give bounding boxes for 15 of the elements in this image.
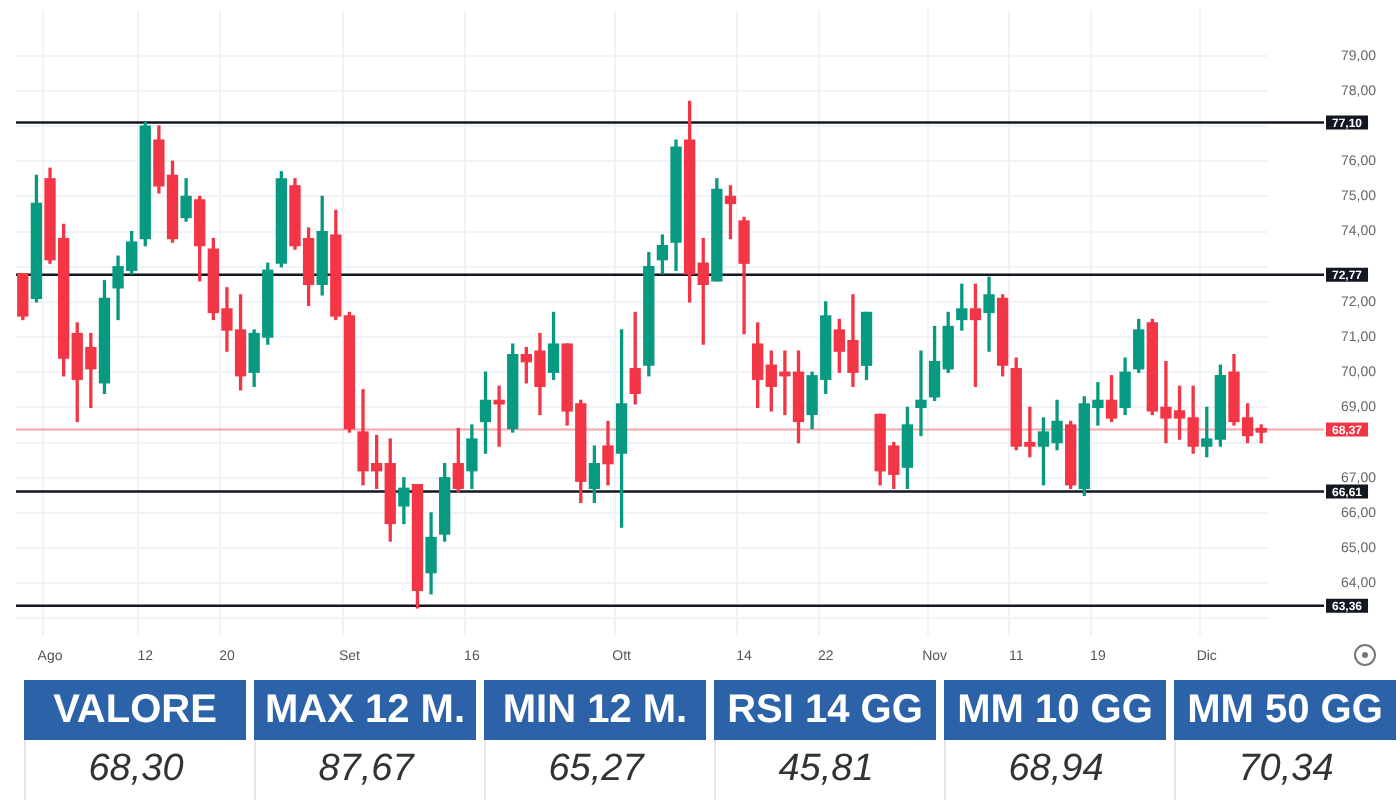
candlestick <box>493 385 505 447</box>
text: MAX 12 M. <box>254 680 476 740</box>
text: 68,30 <box>24 740 246 800</box>
text: VALORE <box>24 680 246 740</box>
candlestick <box>915 350 927 437</box>
text: 87,67 <box>254 740 476 800</box>
text: 70,34 <box>1174 740 1396 800</box>
text: 68,94 <box>944 740 1166 800</box>
text: MM 10 GG <box>944 680 1166 740</box>
text: 45,81 <box>714 740 936 800</box>
text: MM 50 GG <box>1174 680 1396 740</box>
text: MIN 12 M. <box>484 680 706 740</box>
candlestick <box>983 276 995 352</box>
text: RSI 14 GG <box>714 680 936 740</box>
text: 65,27 <box>484 740 706 800</box>
